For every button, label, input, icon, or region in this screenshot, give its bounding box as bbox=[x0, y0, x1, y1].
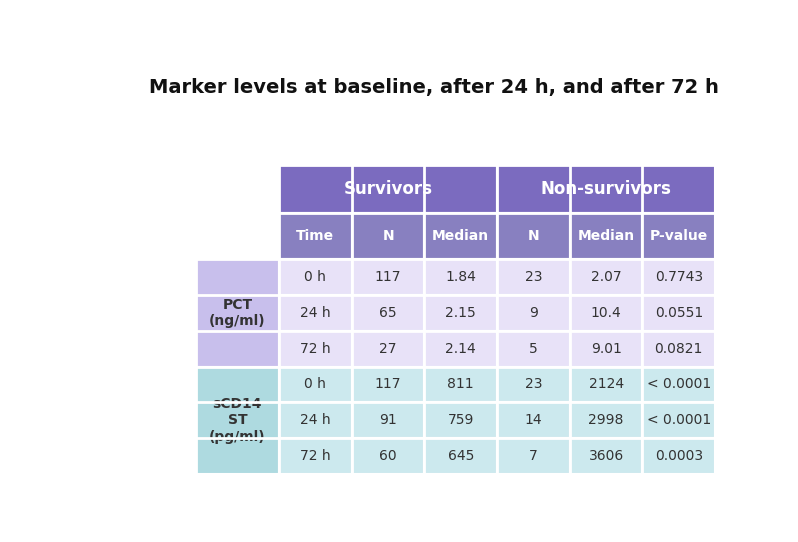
FancyBboxPatch shape bbox=[570, 366, 642, 402]
FancyBboxPatch shape bbox=[642, 402, 715, 438]
Text: 14: 14 bbox=[524, 414, 543, 427]
Text: 91: 91 bbox=[379, 414, 397, 427]
FancyBboxPatch shape bbox=[279, 259, 352, 295]
FancyBboxPatch shape bbox=[497, 366, 570, 402]
FancyBboxPatch shape bbox=[352, 402, 425, 438]
Text: 23: 23 bbox=[525, 377, 542, 391]
FancyBboxPatch shape bbox=[570, 213, 642, 259]
Text: 2.15: 2.15 bbox=[445, 306, 476, 320]
FancyBboxPatch shape bbox=[425, 213, 497, 259]
FancyBboxPatch shape bbox=[425, 438, 497, 474]
Text: 9.01: 9.01 bbox=[591, 341, 622, 356]
FancyBboxPatch shape bbox=[642, 213, 715, 259]
FancyBboxPatch shape bbox=[352, 213, 425, 259]
Text: N: N bbox=[382, 229, 394, 243]
Text: Non-survivors: Non-survivors bbox=[541, 180, 672, 198]
FancyBboxPatch shape bbox=[642, 366, 715, 402]
FancyBboxPatch shape bbox=[196, 165, 279, 213]
FancyBboxPatch shape bbox=[642, 331, 715, 366]
FancyBboxPatch shape bbox=[196, 366, 279, 474]
Text: PCT
(ng/ml): PCT (ng/ml) bbox=[209, 298, 266, 328]
Text: 24 h: 24 h bbox=[300, 414, 330, 427]
Text: 5: 5 bbox=[529, 341, 538, 356]
Text: 2.14: 2.14 bbox=[445, 341, 476, 356]
FancyBboxPatch shape bbox=[196, 259, 279, 366]
Text: < 0.0001: < 0.0001 bbox=[646, 377, 711, 391]
FancyBboxPatch shape bbox=[497, 259, 570, 295]
FancyBboxPatch shape bbox=[570, 259, 642, 295]
Text: 24 h: 24 h bbox=[300, 306, 330, 320]
Text: 72 h: 72 h bbox=[300, 341, 330, 356]
FancyBboxPatch shape bbox=[279, 331, 352, 366]
FancyBboxPatch shape bbox=[497, 165, 715, 213]
FancyBboxPatch shape bbox=[352, 259, 425, 295]
FancyBboxPatch shape bbox=[570, 402, 642, 438]
Text: 0 h: 0 h bbox=[305, 377, 326, 391]
FancyBboxPatch shape bbox=[352, 331, 425, 366]
Text: P-value: P-value bbox=[650, 229, 708, 243]
FancyBboxPatch shape bbox=[279, 402, 352, 438]
Text: sCD14
ST
(pg/ml): sCD14 ST (pg/ml) bbox=[209, 397, 266, 443]
FancyBboxPatch shape bbox=[352, 295, 425, 331]
Text: 0 h: 0 h bbox=[305, 270, 326, 284]
FancyBboxPatch shape bbox=[196, 213, 279, 259]
Text: Survivors: Survivors bbox=[344, 180, 433, 198]
FancyBboxPatch shape bbox=[279, 295, 352, 331]
Text: 2998: 2998 bbox=[588, 414, 624, 427]
Text: 27: 27 bbox=[379, 341, 397, 356]
Text: 65: 65 bbox=[379, 306, 397, 320]
Text: 2124: 2124 bbox=[589, 377, 624, 391]
FancyBboxPatch shape bbox=[425, 402, 497, 438]
Text: Marker levels at baseline, after 24 h, and after 72 h: Marker levels at baseline, after 24 h, a… bbox=[148, 78, 719, 96]
FancyBboxPatch shape bbox=[570, 438, 642, 474]
FancyBboxPatch shape bbox=[425, 331, 497, 366]
Text: 0.0821: 0.0821 bbox=[654, 341, 703, 356]
FancyBboxPatch shape bbox=[279, 213, 352, 259]
Text: Time: Time bbox=[296, 229, 334, 243]
FancyBboxPatch shape bbox=[352, 366, 425, 402]
Text: N: N bbox=[527, 229, 539, 243]
Text: 0.0551: 0.0551 bbox=[654, 306, 703, 320]
FancyBboxPatch shape bbox=[425, 259, 497, 295]
Text: 2.07: 2.07 bbox=[591, 270, 622, 284]
Text: 811: 811 bbox=[448, 377, 474, 391]
Text: 0.0003: 0.0003 bbox=[654, 449, 703, 463]
FancyBboxPatch shape bbox=[425, 366, 497, 402]
FancyBboxPatch shape bbox=[642, 295, 715, 331]
Text: Median: Median bbox=[433, 229, 489, 243]
Text: < 0.0001: < 0.0001 bbox=[646, 414, 711, 427]
FancyBboxPatch shape bbox=[279, 165, 497, 213]
Text: 759: 759 bbox=[448, 414, 474, 427]
FancyBboxPatch shape bbox=[425, 295, 497, 331]
Text: 9: 9 bbox=[529, 306, 538, 320]
FancyBboxPatch shape bbox=[570, 295, 642, 331]
Text: 72 h: 72 h bbox=[300, 449, 330, 463]
Text: 60: 60 bbox=[379, 449, 397, 463]
Text: 10.4: 10.4 bbox=[591, 306, 622, 320]
FancyBboxPatch shape bbox=[497, 438, 570, 474]
FancyBboxPatch shape bbox=[497, 295, 570, 331]
FancyBboxPatch shape bbox=[497, 213, 570, 259]
FancyBboxPatch shape bbox=[497, 331, 570, 366]
Text: 1.84: 1.84 bbox=[445, 270, 476, 284]
Text: 117: 117 bbox=[375, 377, 401, 391]
FancyBboxPatch shape bbox=[279, 438, 352, 474]
FancyBboxPatch shape bbox=[279, 366, 352, 402]
Text: 3606: 3606 bbox=[588, 449, 624, 463]
Text: 117: 117 bbox=[375, 270, 401, 284]
Text: 645: 645 bbox=[448, 449, 474, 463]
FancyBboxPatch shape bbox=[642, 438, 715, 474]
FancyBboxPatch shape bbox=[352, 438, 425, 474]
FancyBboxPatch shape bbox=[570, 331, 642, 366]
Text: Median: Median bbox=[578, 229, 634, 243]
Text: 7: 7 bbox=[529, 449, 538, 463]
FancyBboxPatch shape bbox=[497, 402, 570, 438]
FancyBboxPatch shape bbox=[642, 259, 715, 295]
Text: 23: 23 bbox=[525, 270, 542, 284]
Text: 0.7743: 0.7743 bbox=[654, 270, 703, 284]
